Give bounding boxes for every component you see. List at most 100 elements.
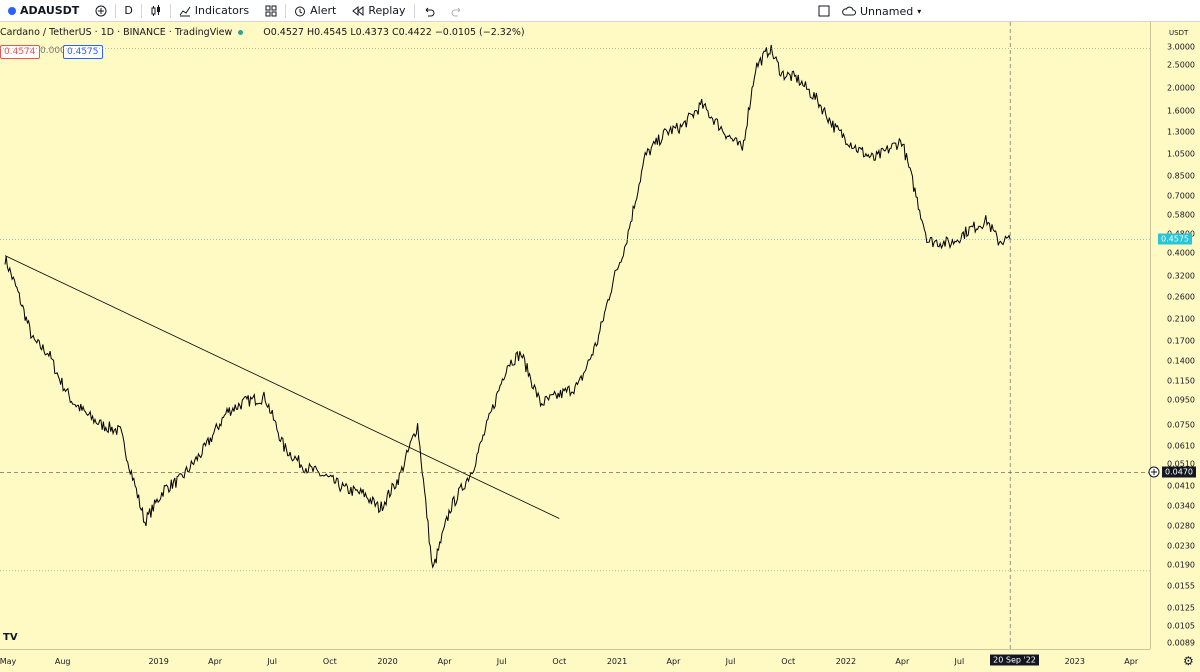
current-price-badge: 0.4575 bbox=[1158, 233, 1192, 245]
chart-type-button[interactable] bbox=[142, 0, 170, 22]
price-tick-label: 0.1150 bbox=[1167, 376, 1195, 386]
divider bbox=[413, 3, 415, 18]
time-tick-label: Jul bbox=[496, 657, 507, 666]
price-tick-label: 0.7000 bbox=[1167, 191, 1195, 201]
symbol-logo-icon bbox=[8, 6, 16, 15]
price-tick-label: 0.1700 bbox=[1167, 336, 1195, 346]
time-tick-label: Apr bbox=[1124, 657, 1139, 666]
price-tick-label: 2.0000 bbox=[1167, 83, 1195, 93]
redo-icon bbox=[451, 7, 460, 16]
time-tick-label: 2022 bbox=[835, 657, 857, 666]
time-tick-label: 2019 bbox=[148, 657, 169, 666]
alarm-clock-icon bbox=[295, 6, 306, 16]
price-tick-label: 0.0750 bbox=[1167, 420, 1195, 430]
chart-legend: Cardano / TetherUS · 1D · BINANCE · Trad… bbox=[0, 27, 525, 38]
price-tick-label: 0.0610 bbox=[1167, 441, 1195, 451]
price-tick-label: 0.0340 bbox=[1167, 501, 1195, 511]
time-tick-label: Apr bbox=[437, 657, 452, 666]
crosshair-date-badge: 20 Sep '22 bbox=[990, 654, 1039, 666]
alert-label: Alert bbox=[310, 4, 337, 17]
price-tick-label: 0.0230 bbox=[1167, 541, 1195, 551]
tradingview-logo-icon[interactable]: TV bbox=[3, 632, 18, 643]
plus-circle-icon bbox=[95, 5, 107, 16]
price-tick-label: 0.2100 bbox=[1167, 314, 1195, 324]
layout-name-label: Unnamed bbox=[860, 4, 914, 18]
redo-button[interactable] bbox=[443, 0, 471, 22]
price-axis[interactable]: USDT 3.0000 2.5000 2.0000 1.6000 1.3000 1.050… bbox=[1150, 22, 1200, 649]
time-tick-label: Jul bbox=[725, 657, 736, 666]
price-tick-label: 0.0410 bbox=[1167, 481, 1195, 491]
price-tick-label: 0.3200 bbox=[1167, 271, 1195, 281]
price-tick-label: 2.5000 bbox=[1167, 60, 1195, 70]
price-tick-label: 0.5800 bbox=[1167, 210, 1195, 220]
time-tick-label: Apr bbox=[895, 657, 910, 666]
layout-square-icon[interactable] bbox=[818, 5, 830, 17]
interval-label: D bbox=[124, 4, 133, 17]
compare-button[interactable] bbox=[87, 0, 115, 22]
market-open-dot-icon bbox=[238, 30, 244, 35]
chevron-down-icon: ▾ bbox=[917, 6, 922, 16]
time-tick-label: 2021 bbox=[606, 657, 628, 666]
gear-icon[interactable]: ⚙ bbox=[1183, 654, 1194, 668]
time-tick-label: 2020 bbox=[377, 657, 398, 666]
legend-title[interactable]: Cardano / TetherUS · 1D · BINANCE · Trad… bbox=[0, 27, 233, 38]
price-tick-label: 0.8500 bbox=[1167, 171, 1195, 181]
divider bbox=[140, 3, 142, 18]
divider bbox=[115, 3, 117, 18]
indicators-button[interactable]: Indicators bbox=[171, 0, 257, 22]
rewind-icon bbox=[352, 5, 364, 16]
time-tick-label: Aug bbox=[54, 657, 71, 666]
price-tick-label: 0.1400 bbox=[1167, 356, 1195, 366]
indicators-label: Indicators bbox=[194, 4, 250, 17]
alert-button[interactable]: Alert bbox=[286, 0, 344, 22]
price-tick-label: 0.0280 bbox=[1167, 521, 1195, 531]
price-tick-label: 1.0500 bbox=[1167, 149, 1195, 159]
time-tick-label: May bbox=[0, 657, 17, 666]
time-tick-label: Jul bbox=[267, 657, 277, 666]
cloud-icon bbox=[842, 6, 856, 16]
top-toolbar: ADAUSDT D Indicators Alert Replay Unname… bbox=[0, 0, 1200, 22]
time-tick-label: Oct bbox=[781, 657, 796, 666]
trendline-drawing[interactable] bbox=[4, 255, 560, 519]
price-tick-label: 1.3000 bbox=[1167, 127, 1195, 137]
time-tick-label: Apr bbox=[208, 657, 222, 666]
layout-name-button[interactable]: Unnamed ▾ bbox=[842, 5, 921, 18]
add-plus-icon[interactable] bbox=[1148, 466, 1160, 478]
undo-button[interactable] bbox=[415, 0, 443, 22]
divider bbox=[285, 3, 287, 18]
layout-controls: Unnamed ▾ bbox=[818, 0, 921, 22]
price-tick-label: 0.0125 bbox=[1167, 603, 1195, 613]
price-tick-label: 0.0105 bbox=[1167, 621, 1195, 631]
price-axis-unit: USDT bbox=[1169, 29, 1189, 37]
price-tick-label: 0.0510 bbox=[1167, 459, 1195, 469]
divider bbox=[169, 3, 171, 18]
time-tick-label: Oct bbox=[552, 657, 567, 666]
templates-button[interactable] bbox=[257, 0, 285, 22]
undo-icon bbox=[425, 7, 434, 16]
symbol-search[interactable]: ADAUSDT bbox=[0, 0, 87, 22]
price-tick-label: 0.0190 bbox=[1167, 560, 1195, 570]
price-tick-label: 0.0155 bbox=[1167, 581, 1195, 591]
time-tick-label: Apr bbox=[666, 657, 681, 666]
symbol-label: ADAUSDT bbox=[20, 4, 80, 17]
price-chart[interactable] bbox=[0, 22, 1150, 649]
price-tick-label: 0.4000 bbox=[1167, 248, 1195, 258]
price-tick-label: 0.2600 bbox=[1167, 292, 1195, 302]
price-series-line bbox=[4, 44, 1011, 569]
replay-button[interactable]: Replay bbox=[344, 0, 413, 22]
legend-ohlc: O0.4527 H0.4545 L0.4373 C0.4422 −0.0105 … bbox=[263, 27, 525, 38]
price-tick-label: 1.6000 bbox=[1167, 106, 1195, 116]
indicators-icon bbox=[179, 6, 191, 16]
time-tick-label: Jul bbox=[954, 657, 965, 666]
grid-icon bbox=[265, 5, 277, 16]
time-axis[interactable]: May Aug 2019 Apr Jul Oct 2020 Apr Jul Oct 2021 Apr J… bbox=[0, 649, 1150, 672]
price-tick-label: 0.0089 bbox=[1167, 638, 1195, 648]
candles-icon bbox=[151, 4, 160, 16]
price-tick-label: 3.0000 bbox=[1167, 42, 1195, 52]
interval-button[interactable]: D bbox=[116, 0, 140, 22]
crosshair-price-badge: 0.0470 bbox=[1162, 466, 1196, 478]
price-tick-label: 0.0950 bbox=[1167, 395, 1195, 405]
replay-label: Replay bbox=[368, 4, 406, 17]
spread-value: 0.0001 bbox=[40, 46, 72, 56]
time-tick-label: Oct bbox=[322, 657, 337, 666]
